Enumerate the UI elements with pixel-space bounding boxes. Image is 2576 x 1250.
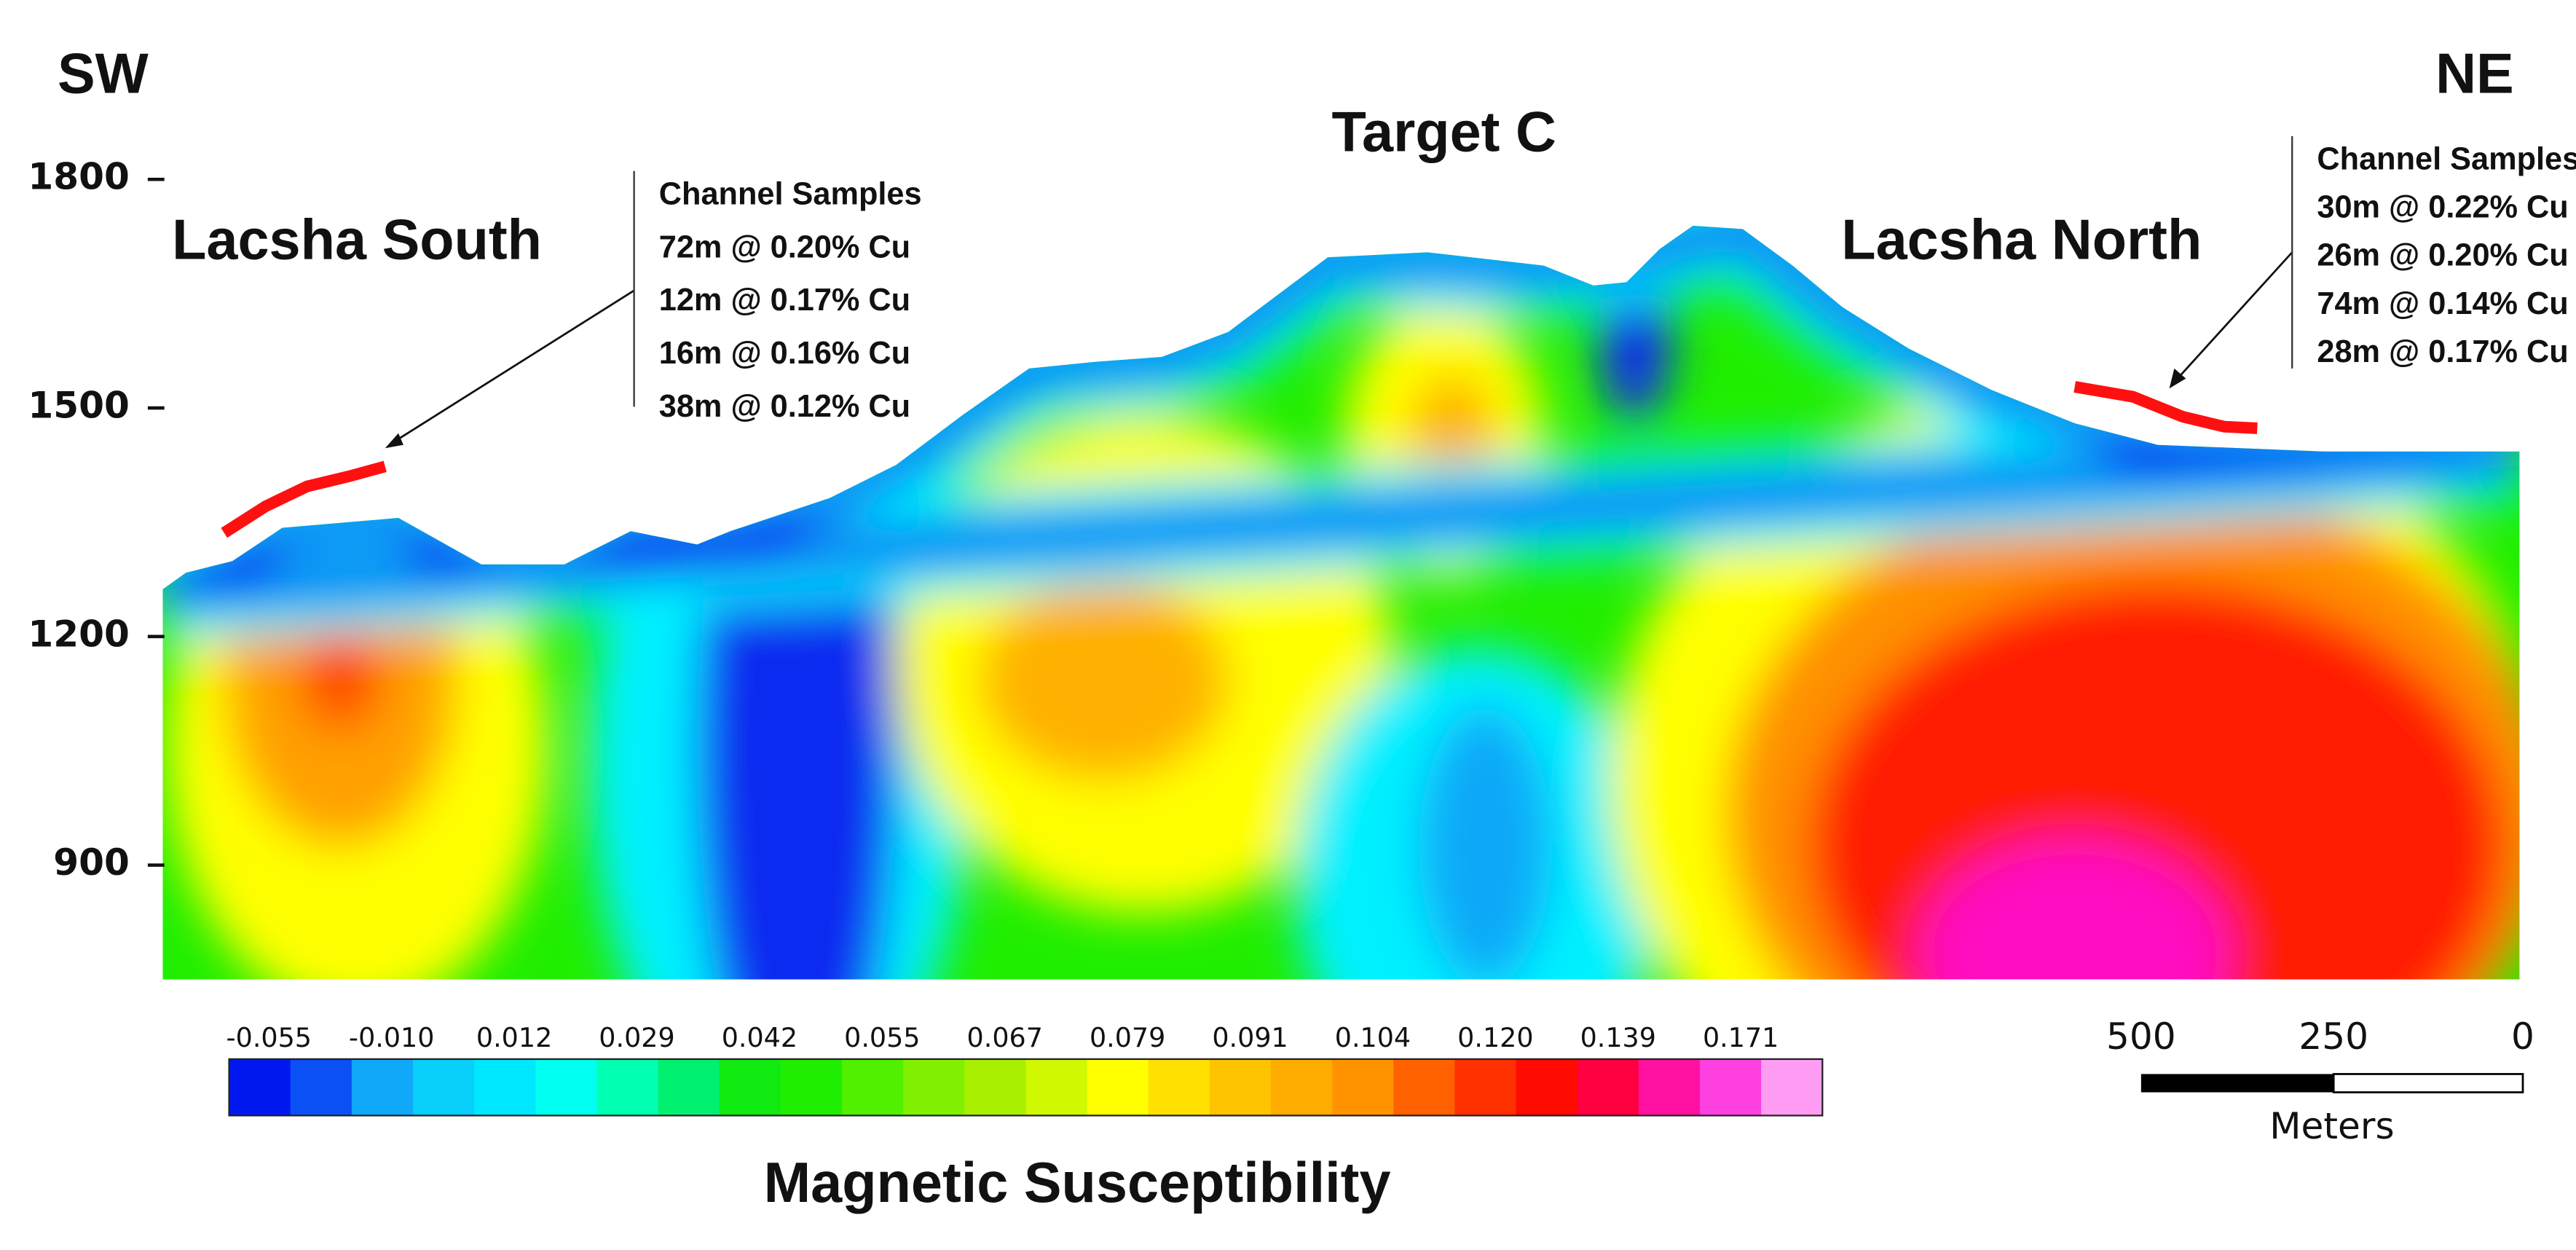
colorbar-cell: [842, 1058, 904, 1116]
colorbar-cell: [535, 1058, 598, 1116]
colorbar-label: 0.139: [1580, 1022, 1656, 1053]
channel-trace: [221, 460, 387, 538]
colorbar-cell: [351, 1058, 414, 1116]
colorbar-cell: [964, 1058, 1027, 1116]
colorbar-cell: [1393, 1058, 1456, 1116]
annotation-line: 26m @ 0.20% Cu: [2317, 238, 2568, 273]
annotation-line: 38m @ 0.12% Cu: [659, 389, 910, 424]
area-label: Lacsha North: [1841, 208, 2202, 271]
colorbar-cell: [413, 1058, 475, 1116]
colorbar-cell: [719, 1058, 781, 1116]
arrowhead: [2169, 368, 2186, 389]
scale-unit: Meters: [2269, 1104, 2394, 1147]
colorbar: -0.055 -0.010 0.012 0.029 0.042 0.055 0.067 0.0…: [227, 1022, 1824, 1117]
colorbar-label: 0.042: [722, 1022, 797, 1053]
section-title: Target C: [1331, 101, 1556, 163]
y-tick-label: 1200: [28, 612, 130, 655]
colorbar-label: 0.012: [476, 1022, 552, 1053]
colorbar-label: 0.171: [1703, 1022, 1779, 1053]
direction-label: NE: [2435, 43, 2514, 106]
channel-trace: [2073, 381, 2258, 434]
colorbar-label: 0.079: [1090, 1022, 1165, 1053]
colorbar-cell: [229, 1058, 291, 1116]
annotation-line: 74m @ 0.14% Cu: [2317, 286, 2568, 321]
colorbar-cell: [1638, 1058, 1701, 1116]
arrow: [391, 289, 635, 444]
annotation-heading: Channel Samples: [659, 176, 922, 211]
colorbar-label: -0.010: [349, 1022, 435, 1053]
arrowhead: [385, 433, 403, 449]
annotation-line: 16m @ 0.16% Cu: [659, 336, 910, 371]
colorbar-cell: [474, 1058, 536, 1116]
colorbar-cell: [658, 1058, 720, 1116]
colorbar-label: 0.067: [967, 1022, 1043, 1053]
annotation-heading: Channel Samples: [2317, 141, 2576, 176]
colorbar-cell: [903, 1058, 965, 1116]
annotation-line: 28m @ 0.17% Cu: [2317, 334, 2568, 369]
area-label: Lacsha South: [172, 208, 542, 271]
y-tick-label: 1800: [28, 155, 130, 198]
y-tick-label: 1500: [28, 384, 130, 427]
colorbar-cell: [1577, 1058, 1639, 1116]
colorbar-cell: [596, 1058, 659, 1116]
annotation: Channel Samples 72m @ 0.20% Cu 12m @ 0.17%…: [659, 176, 922, 424]
colorbar-cell: [1332, 1058, 1394, 1116]
colorbar-frame: [228, 1058, 1824, 1117]
colorbar-cell: [1209, 1058, 1272, 1116]
colorbar-cell: [1087, 1058, 1149, 1116]
colorbar-cell: [780, 1058, 843, 1116]
colorbar-cell: [1148, 1058, 1210, 1116]
colorbar-label: 0.055: [844, 1022, 920, 1053]
colorbar-title: Magnetic Susceptibility: [764, 1152, 1391, 1214]
colorbar-cell: [1761, 1058, 1823, 1116]
colorbar-cell: [1025, 1058, 1088, 1116]
annotation-line: 12m @ 0.17% Cu: [659, 283, 910, 318]
colorbar-cell: [1271, 1058, 1333, 1116]
colorbar-cell: [1700, 1058, 1762, 1116]
direction-label: SW: [58, 43, 149, 106]
scale-label: 500: [2106, 1015, 2176, 1058]
scale-label: 250: [2299, 1015, 2368, 1058]
scale-bar: Meters 500 250 0: [2106, 1015, 2534, 1147]
colorbar-cell: [290, 1058, 352, 1116]
colorbar-label: 0.104: [1335, 1022, 1411, 1053]
y-tick-label: 900: [53, 841, 130, 884]
colorbar-label: 0.029: [599, 1022, 674, 1053]
colorbar-label: 0.120: [1457, 1022, 1533, 1053]
scale-label: 0: [2511, 1015, 2534, 1058]
colorbar-label: -0.055: [227, 1022, 312, 1053]
scale-segment: [2332, 1073, 2524, 1093]
colorbar-label: 0.091: [1212, 1022, 1288, 1053]
annotation-line: 72m @ 0.20% Cu: [659, 229, 910, 264]
colorbar-cell: [1516, 1058, 1578, 1116]
annotation-line: 30m @ 0.22% Cu: [2317, 190, 2568, 225]
annotation: Channel Samples 30m @ 0.22% Cu 26m @ 0.20%…: [2317, 141, 2576, 369]
colorbar-cell: [1454, 1058, 1517, 1116]
scale-segment: [2140, 1074, 2334, 1093]
arrow: [2176, 251, 2293, 380]
